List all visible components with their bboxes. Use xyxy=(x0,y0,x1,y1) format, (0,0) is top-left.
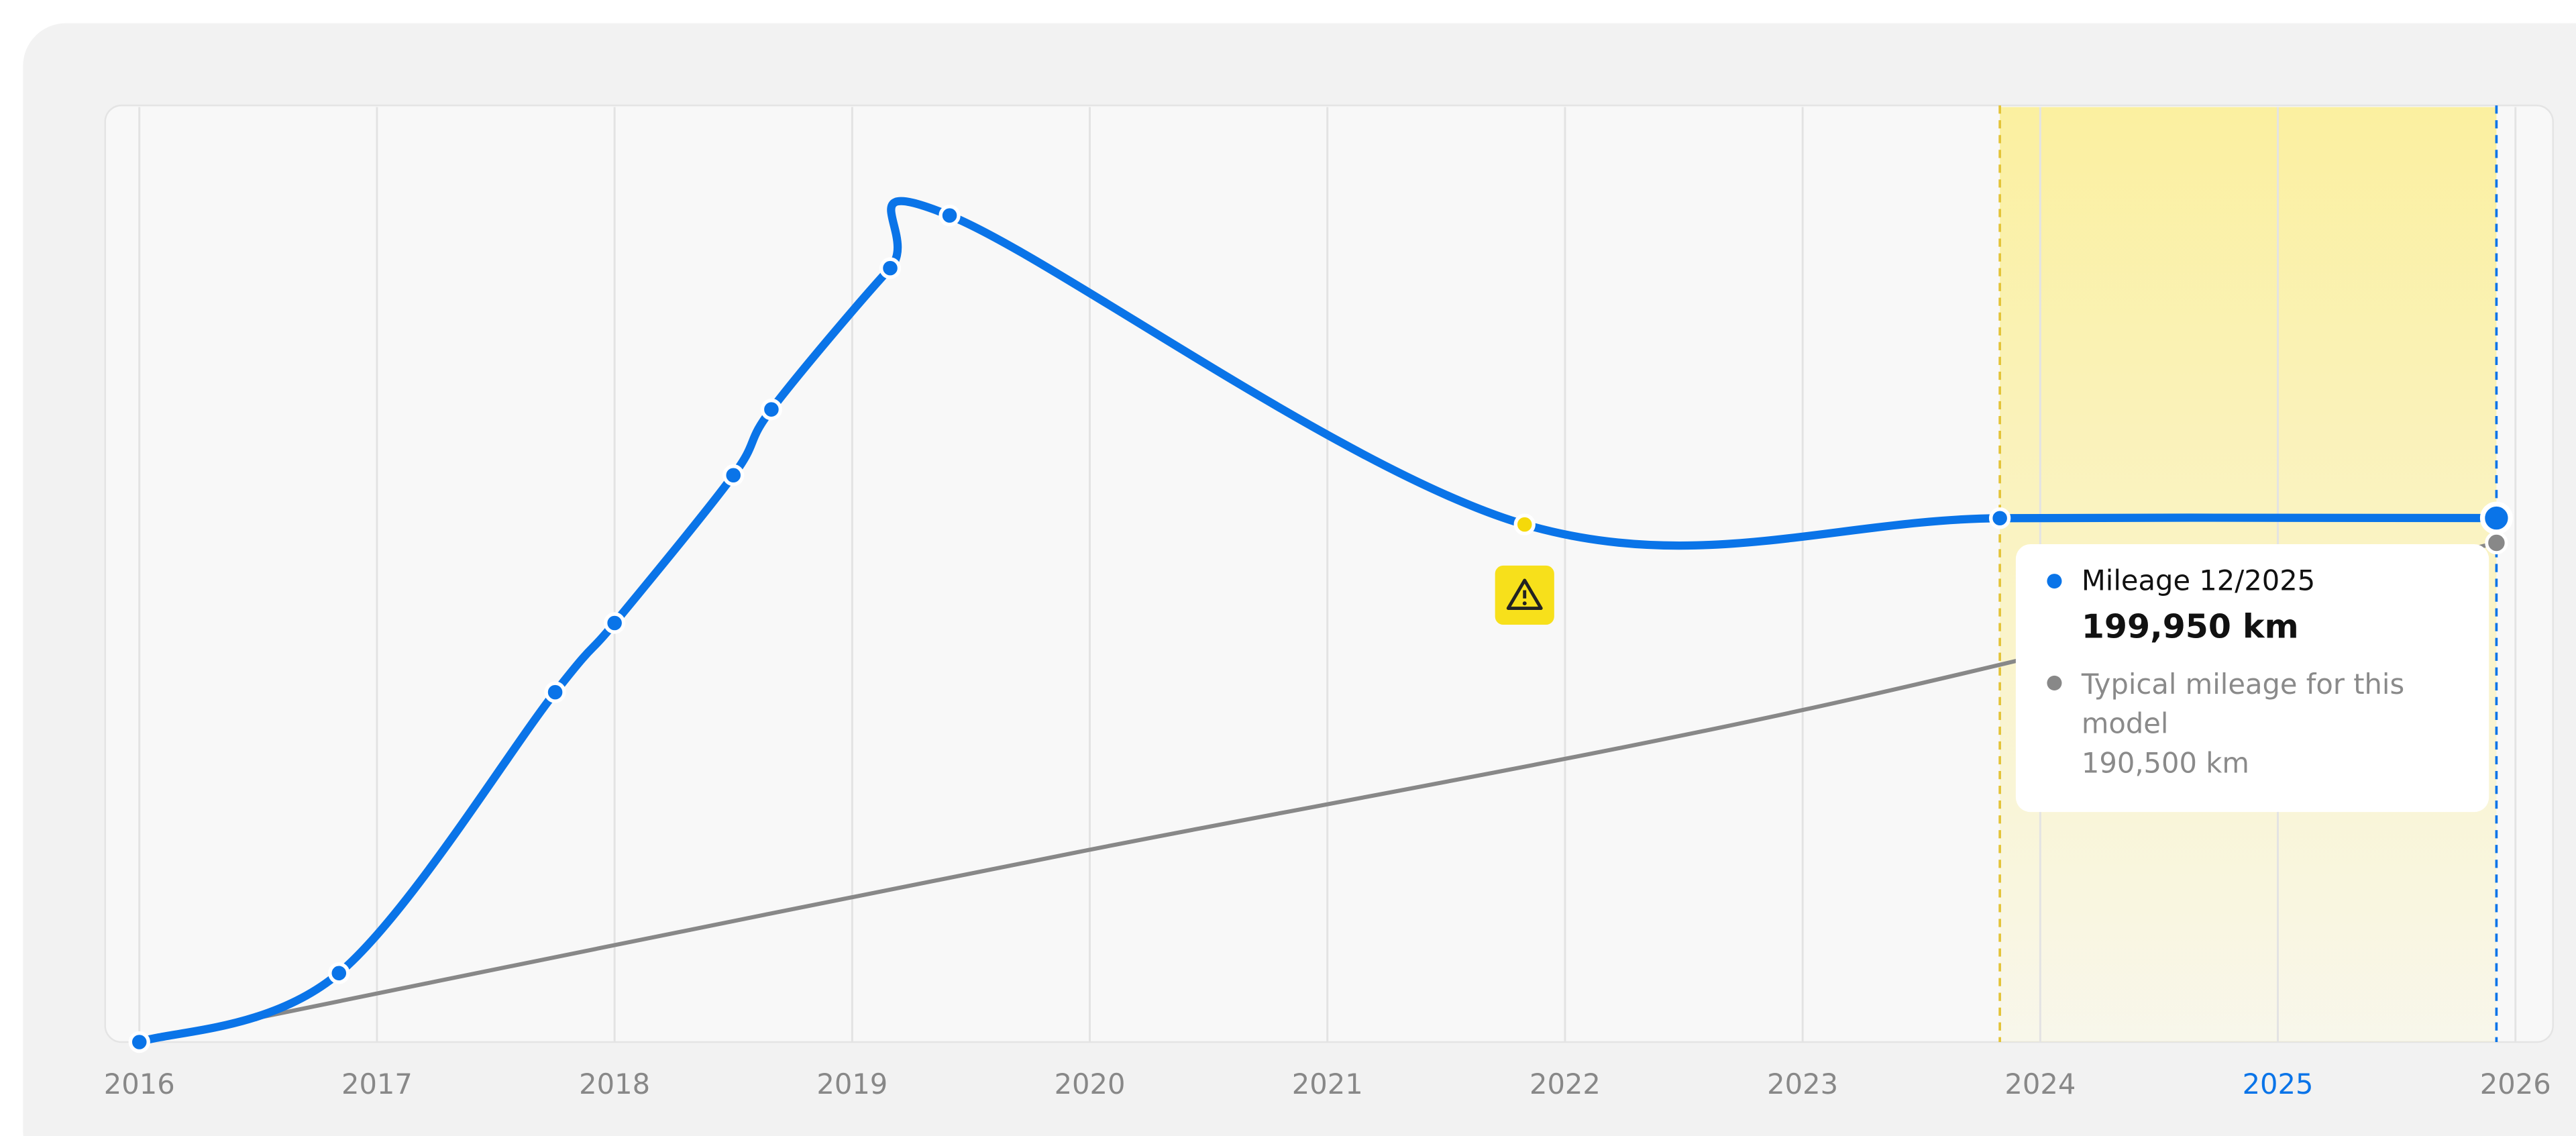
legend-item: Mileage 12/2025 199,950 km xyxy=(2047,564,2466,652)
data-point xyxy=(2479,501,2513,535)
x-tick-label: 2017 xyxy=(341,1068,413,1100)
legend-label: Typical mileage for this model xyxy=(2081,669,2405,741)
tooltip-value: 190,500 km xyxy=(2081,747,2249,781)
legend-dot xyxy=(2047,574,2062,589)
legend-item: Typical mileage for this model 190,500 km xyxy=(2047,666,2466,784)
tooltip-content: Mileage 12/2025 199,950 km Typical mileage… xyxy=(2016,544,2489,812)
x-tick-label: 2023 xyxy=(1767,1068,1838,1100)
plot-area xyxy=(104,104,2554,1043)
x-tick-label: 2019 xyxy=(816,1068,888,1100)
data-point xyxy=(760,399,783,421)
x-tick-label: 2025 xyxy=(2243,1068,2314,1100)
data-point xyxy=(1988,507,2011,529)
tooltip-value: 199,950 km xyxy=(2081,607,2299,646)
warning-icon xyxy=(1506,578,1543,610)
x-tick-label: 2026 xyxy=(2480,1068,2551,1100)
tooltip: Mileage 12/2025 199,950 km Typical mileage… xyxy=(2016,544,2489,812)
data-point xyxy=(2485,531,2508,555)
data-point xyxy=(722,464,745,486)
x-tick-label: 2022 xyxy=(1529,1068,1601,1100)
data-point xyxy=(128,1031,150,1053)
tooltip-box xyxy=(2015,544,2489,813)
x-tick-label: 2024 xyxy=(2004,1068,2076,1100)
legend-label: Mileage 12/2025 xyxy=(2081,565,2316,599)
data-point xyxy=(1513,513,1536,535)
x-tick-label: 2016 xyxy=(104,1068,175,1100)
data-point xyxy=(544,681,566,703)
data-point xyxy=(938,204,961,227)
x-tick-label: 2018 xyxy=(579,1068,650,1100)
legend-dot xyxy=(2047,675,2062,690)
x-tick-label: 2020 xyxy=(1055,1068,1126,1100)
x-tick-label: 2021 xyxy=(1292,1068,1363,1100)
data-point xyxy=(328,962,350,984)
data-point xyxy=(603,612,626,634)
data-point xyxy=(879,257,902,279)
warning-icon xyxy=(1522,601,1527,606)
